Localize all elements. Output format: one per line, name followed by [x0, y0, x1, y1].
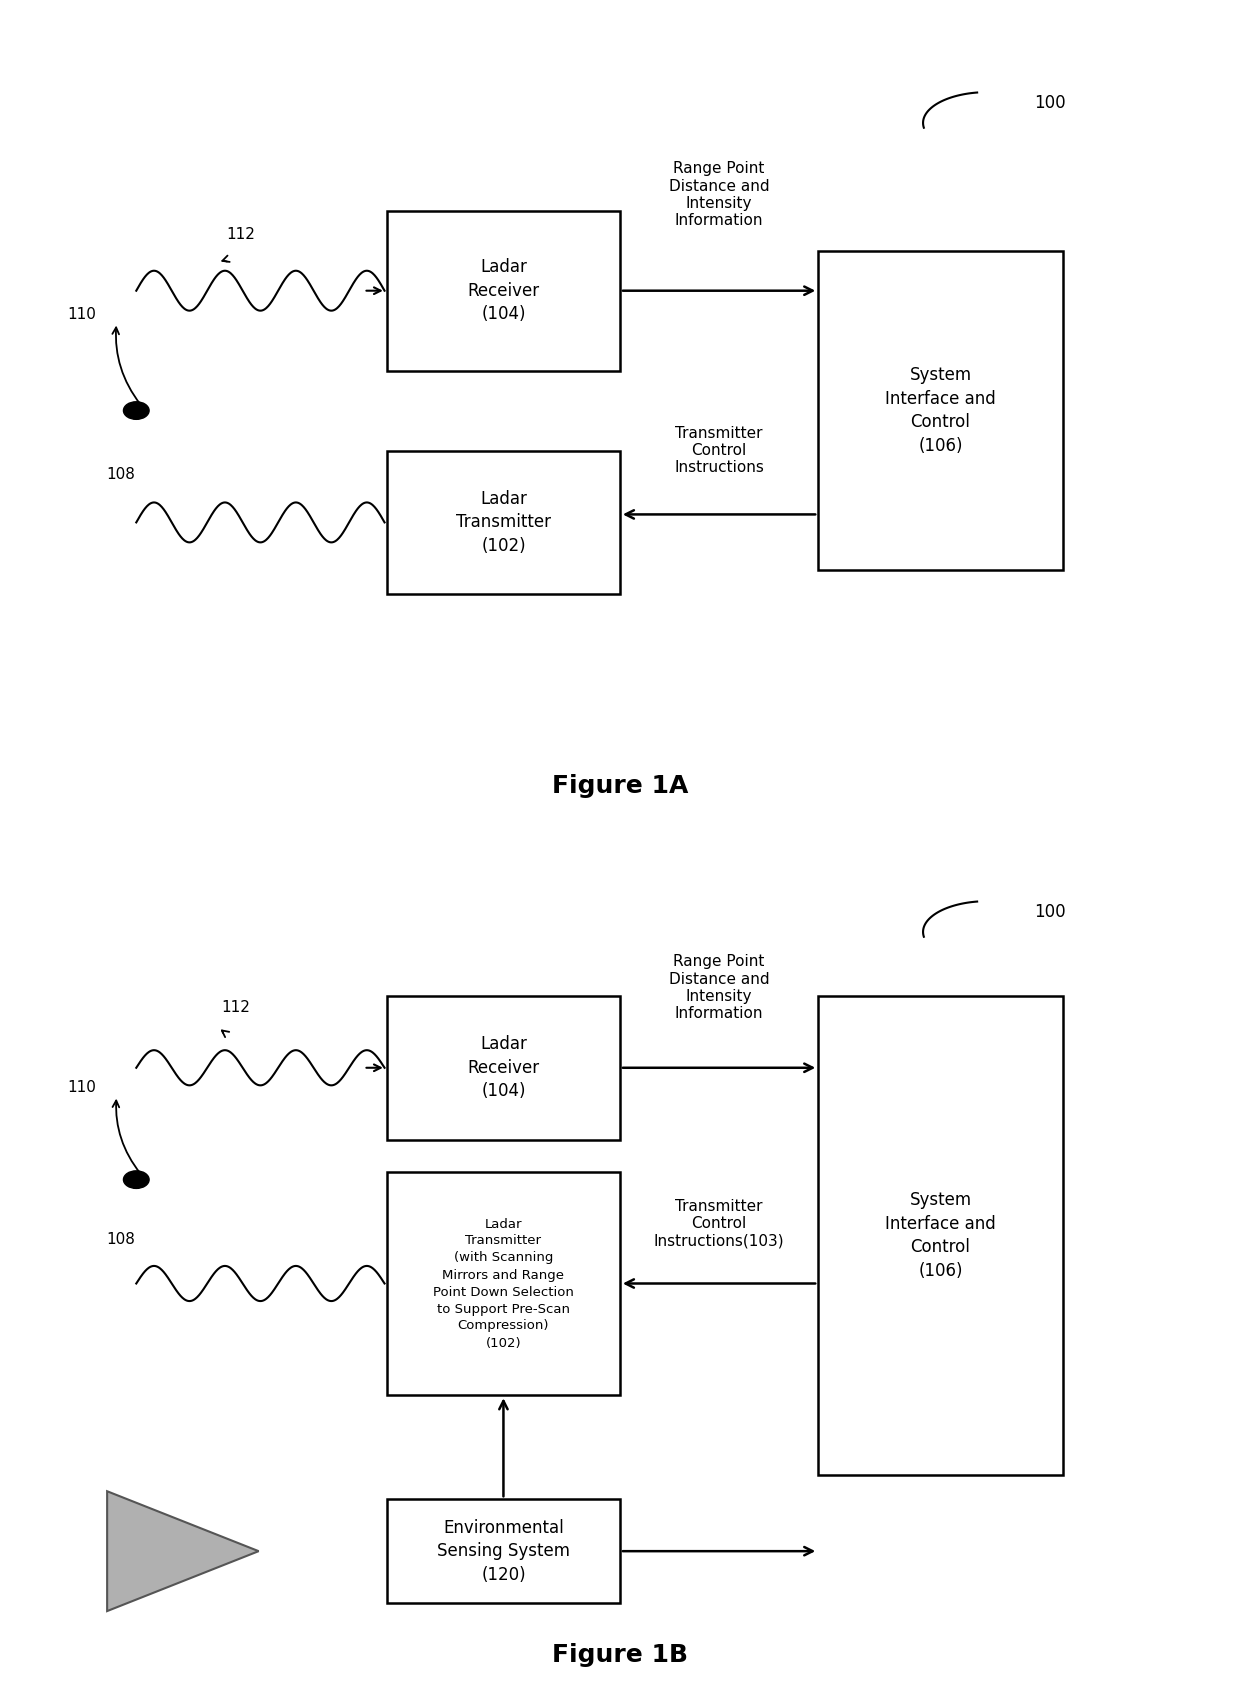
Text: Environmental
Sensing System
(120): Environmental Sensing System (120) — [436, 1518, 570, 1584]
FancyBboxPatch shape — [387, 450, 620, 595]
Text: System
Interface and
Control
(106): System Interface and Control (106) — [885, 1192, 996, 1280]
FancyBboxPatch shape — [818, 996, 1063, 1476]
Text: Ladar
Transmitter
(102): Ladar Transmitter (102) — [456, 490, 551, 554]
Text: 112: 112 — [227, 228, 255, 243]
Circle shape — [124, 401, 149, 420]
FancyBboxPatch shape — [387, 1499, 620, 1603]
FancyBboxPatch shape — [387, 1171, 620, 1396]
Text: 110: 110 — [67, 308, 95, 323]
Text: Figure 1A: Figure 1A — [552, 774, 688, 797]
Text: Ladar
Receiver
(104): Ladar Receiver (104) — [467, 1035, 539, 1100]
Text: System
Interface and
Control
(106): System Interface and Control (106) — [885, 366, 996, 456]
Text: 100: 100 — [1034, 903, 1065, 921]
Text: Ladar
Transmitter
(with Scanning
Mirrors and Range
Point Down Selection
to Suppo: Ladar Transmitter (with Scanning Mirrors… — [433, 1217, 574, 1350]
Text: Transmitter
Control
Instructions(103): Transmitter Control Instructions(103) — [653, 1198, 785, 1248]
Text: Range Point
Distance and
Intensity
Information: Range Point Distance and Intensity Infor… — [668, 162, 769, 228]
Text: 108: 108 — [107, 1232, 135, 1248]
Text: 108: 108 — [107, 468, 135, 483]
Circle shape — [124, 1171, 149, 1188]
Text: Ladar
Receiver
(104): Ladar Receiver (104) — [467, 258, 539, 323]
Text: 100: 100 — [1034, 94, 1065, 112]
Text: 112: 112 — [221, 1000, 249, 1015]
Text: Transmitter
Control
Instructions: Transmitter Control Instructions — [675, 425, 764, 476]
Text: 110: 110 — [67, 1080, 95, 1095]
Polygon shape — [107, 1491, 259, 1612]
Text: Figure 1B: Figure 1B — [552, 1642, 688, 1668]
FancyBboxPatch shape — [818, 252, 1063, 571]
Text: Range Point
Distance and
Intensity
Information: Range Point Distance and Intensity Infor… — [668, 954, 769, 1022]
FancyBboxPatch shape — [387, 211, 620, 371]
FancyBboxPatch shape — [387, 996, 620, 1139]
